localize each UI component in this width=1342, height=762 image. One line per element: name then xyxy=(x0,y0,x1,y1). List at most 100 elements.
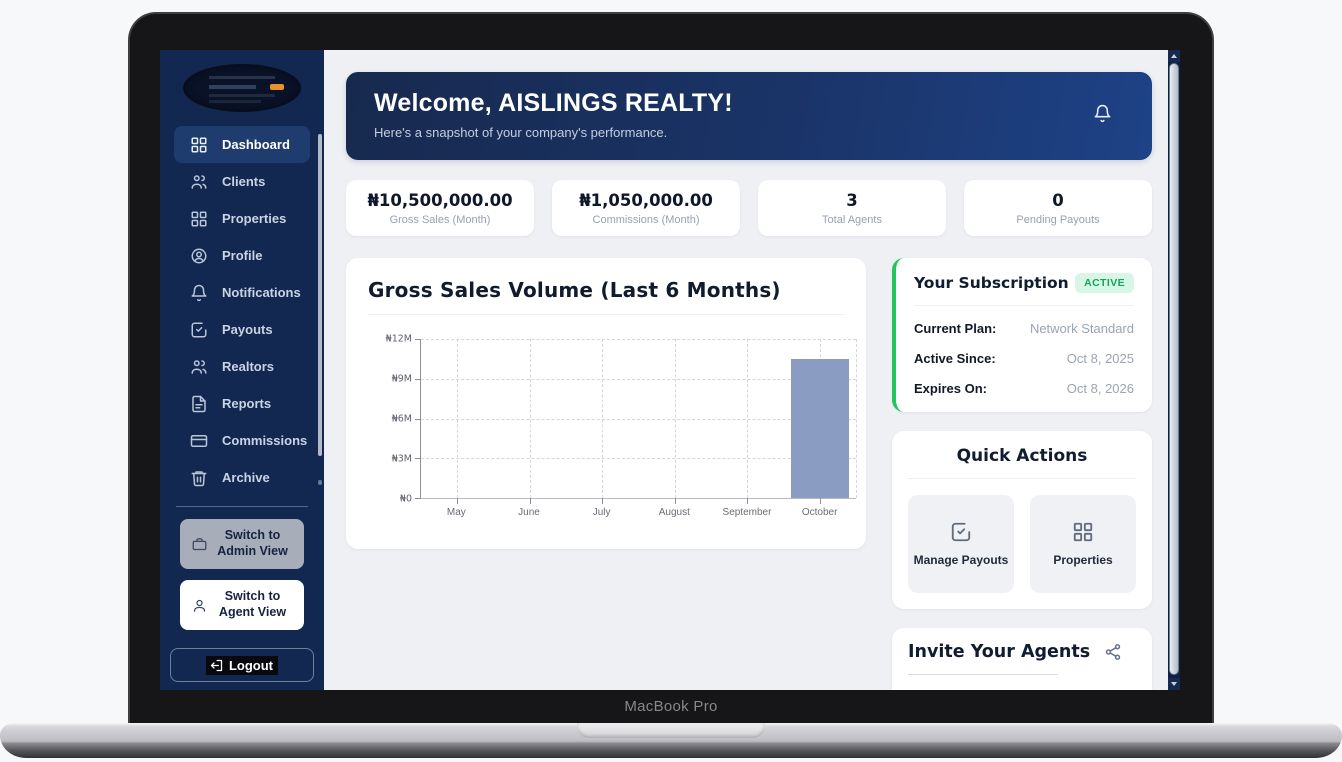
logout-button[interactable]: Logout xyxy=(170,648,314,682)
status-badge: ACTIVE xyxy=(1075,273,1134,293)
chart-title: Gross Sales Volume (Last 6 Months) xyxy=(368,278,781,302)
gridline-v-edge xyxy=(856,339,857,498)
sidebar-item-label: Notifications xyxy=(222,285,301,300)
gridline-v xyxy=(529,339,531,498)
stat-label: Pending Payouts xyxy=(1016,214,1100,226)
y-tick xyxy=(415,498,421,499)
right-column: Your Subscription ACTIVE Current Plan: Ne… xyxy=(892,258,1152,690)
subscription-row-value: Oct 8, 2026 xyxy=(1066,381,1134,396)
invite-agents-card: Invite Your Agents xyxy=(892,628,1152,690)
grid-icon xyxy=(190,136,208,154)
subscription-row-label: Expires On: xyxy=(914,381,987,396)
stat-card-pending-payouts: 0 Pending Payouts xyxy=(964,180,1152,236)
sidebar-scrollbar-end xyxy=(318,480,322,485)
x-tick-label: July xyxy=(592,507,611,518)
x-tick-label: October xyxy=(801,507,838,518)
scrollbar-thumb[interactable] xyxy=(1169,63,1179,675)
sidebar-scrollbar[interactable] xyxy=(318,134,322,456)
gridline-h xyxy=(421,378,856,380)
divider xyxy=(908,478,1136,479)
subscription-row-value: Network Standard xyxy=(1029,321,1134,336)
sidebar-item-realtors[interactable]: Realtors xyxy=(174,348,310,385)
sidebar-item-clients[interactable]: Clients xyxy=(174,163,310,200)
sidebar-item-label: Dashboard xyxy=(222,137,290,152)
x-tick-label: August xyxy=(658,507,690,518)
sidebar-divider xyxy=(176,506,308,507)
gridline-v xyxy=(674,339,676,498)
welcome-subtitle: Here's a snapshot of your company's perf… xyxy=(374,125,668,140)
gridline-v xyxy=(602,339,604,498)
x-tick xyxy=(602,498,604,504)
app-window: Dashboard Clients Properties Profile Notific… xyxy=(160,50,1180,690)
quick-actions-tiles: Manage Payouts Properties xyxy=(908,495,1136,593)
subscription-row-label: Current Plan: xyxy=(914,321,997,336)
sidebar-item-reports[interactable]: Reports xyxy=(174,385,310,422)
subscription-card: Your Subscription ACTIVE Current Plan: Ne… xyxy=(892,258,1152,412)
bar-chart: ₦12M ₦9M ₦6M ₦3M ₦0 May June July August Septemb… xyxy=(368,329,857,529)
gridline-h xyxy=(421,339,856,340)
subscription-row-current-plan: Current Plan: Network Standard xyxy=(914,321,1134,336)
gridline-v xyxy=(457,339,459,498)
subscription-row-active-since: Active Since: Oct 8, 2025 xyxy=(914,351,1134,366)
quick-actions-title: Quick Actions xyxy=(956,446,1088,466)
y-tick xyxy=(415,458,421,460)
subscription-details: Current Plan: Network Standard Active Sinc… xyxy=(914,321,1134,396)
window-scrollbar[interactable] xyxy=(1168,50,1180,690)
subscription-row-expires-on: Expires On: Oct 8, 2026 xyxy=(914,381,1134,396)
main-content: Welcome, AISLINGS REALTY! Here's a snaps… xyxy=(324,50,1180,690)
user-circle-icon xyxy=(190,247,208,265)
y-tick-label: ₦0 xyxy=(399,493,412,505)
scrollbar-up-arrow[interactable] xyxy=(1168,50,1180,62)
switch-agent-view-button[interactable]: Switch to Agent View xyxy=(180,580,304,630)
stats-row: ₦10,500,000.00 Gross Sales (Month) ₦1,050,… xyxy=(346,180,1152,236)
x-tick xyxy=(457,498,459,504)
scrollbar-down-arrow[interactable] xyxy=(1168,678,1180,690)
y-tick-label: ₦9M xyxy=(391,373,412,385)
users-icon xyxy=(190,173,208,191)
users-icon xyxy=(190,358,208,376)
quick-action-manage-payouts[interactable]: Manage Payouts xyxy=(908,495,1014,593)
x-tick xyxy=(674,498,676,504)
x-tick-label: May xyxy=(446,507,466,518)
logout-chip: Logout xyxy=(205,655,279,675)
y-tick-label: ₦3M xyxy=(391,453,412,465)
base-notch xyxy=(577,723,765,738)
sidebar-item-commissions[interactable]: Commissions xyxy=(174,422,310,459)
credit-card-icon xyxy=(190,432,208,450)
switch-admin-view-button[interactable]: Switch to Admin View xyxy=(180,519,304,569)
notifications-bell-icon[interactable] xyxy=(1093,104,1112,123)
bell-icon xyxy=(190,284,208,302)
sidebar-item-label: Profile xyxy=(222,248,263,263)
x-tick-label: June xyxy=(518,507,540,518)
sidebar-item-profile[interactable]: Profile xyxy=(174,237,310,274)
stat-value: ₦10,500,000.00 xyxy=(367,191,513,210)
sidebar-item-payouts[interactable]: Payouts xyxy=(174,311,310,348)
stat-card-gross-sales-month: ₦10,500,000.00 Gross Sales (Month) xyxy=(346,180,534,236)
quick-action-properties[interactable]: Properties xyxy=(1030,495,1136,593)
sidebar-nav: Dashboard Clients Properties Profile Notific… xyxy=(160,126,324,496)
sidebar-item-label: Properties xyxy=(222,211,287,226)
logout-label: Logout xyxy=(228,657,274,673)
y-tick xyxy=(415,339,421,340)
welcome-banner: Welcome, AISLINGS REALTY! Here's a snaps… xyxy=(346,72,1152,160)
stat-label: Total Agents xyxy=(822,214,882,226)
share-icon[interactable] xyxy=(1104,643,1122,661)
content-row: Gross Sales Volume (Last 6 Months) ₦12M ₦… xyxy=(346,258,1152,690)
company-logo xyxy=(183,64,301,112)
sidebar-item-properties[interactable]: Properties xyxy=(174,200,310,237)
stat-card-commissions-month: ₦1,050,000.00 Commissions (Month) xyxy=(552,180,740,236)
macbook-frame: Dashboard Clients Properties Profile Notific… xyxy=(128,12,1214,723)
y-tick-label: ₦12M xyxy=(385,333,412,345)
chart-card: Gross Sales Volume (Last 6 Months) ₦12M ₦… xyxy=(346,258,866,549)
divider xyxy=(908,674,1059,675)
bar-october xyxy=(790,358,849,498)
briefcase-icon xyxy=(192,537,207,552)
sidebar-item-notifications[interactable]: Notifications xyxy=(174,274,310,311)
sidebar-item-dashboard[interactable]: Dashboard xyxy=(174,126,310,163)
stat-card-total-agents: 3 Total Agents xyxy=(758,180,946,236)
trash-icon xyxy=(190,469,208,487)
check-square-icon xyxy=(950,521,972,543)
sidebar-item-archive[interactable]: Archive xyxy=(174,459,310,496)
chart-y-axis-labels: ₦12M ₦9M ₦6M ₦3M ₦0 xyxy=(368,334,412,505)
subscription-row-value: Oct 8, 2025 xyxy=(1066,351,1134,366)
